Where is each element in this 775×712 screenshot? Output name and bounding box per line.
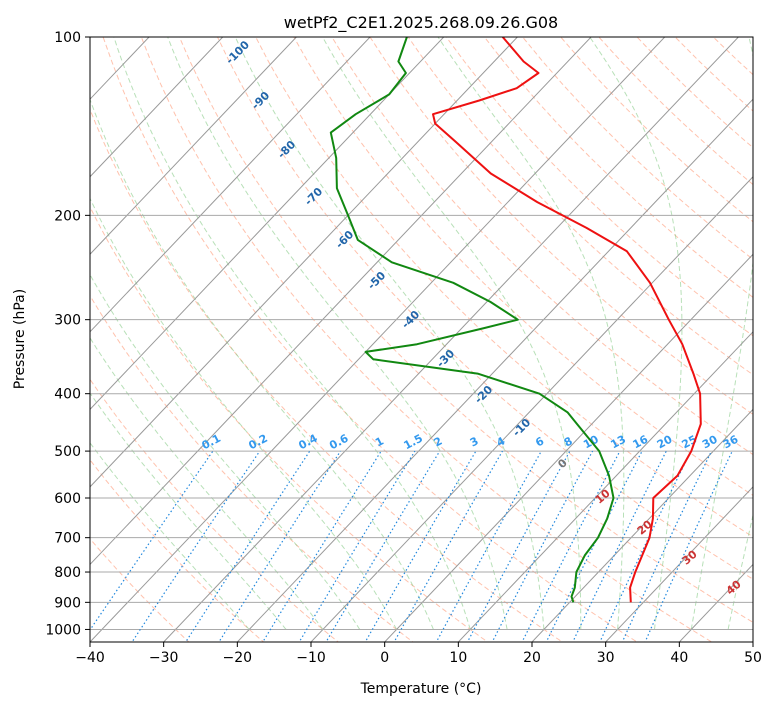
x-tick-label: 40 [670, 650, 688, 666]
y-tick-label: 300 [54, 313, 81, 329]
y-tick-label: 400 [54, 387, 81, 403]
x-tick-label: 0 [380, 650, 389, 666]
x-tick-label: 20 [523, 650, 541, 666]
y-tick-label: 500 [54, 444, 81, 460]
y-tick-label: 900 [54, 595, 81, 611]
x-tick-label: −20 [223, 650, 253, 666]
y-tick-label: 100 [54, 30, 81, 46]
x-tick-label: 10 [449, 650, 467, 666]
y-tick-label: 600 [54, 491, 81, 507]
y-tick-label: 200 [54, 208, 81, 224]
x-tick-label: −10 [296, 650, 326, 666]
x-tick-label: 30 [597, 650, 615, 666]
x-tick-label: −40 [75, 650, 105, 666]
y-tick-label: 1000 [45, 622, 81, 638]
x-tick-label: −30 [149, 650, 179, 666]
y-tick-label: 800 [54, 565, 81, 581]
chart-title: wetPf2_C2E1.2025.268.09.26.G08 [284, 13, 558, 33]
x-tick-label: 50 [744, 650, 762, 666]
y-axis-title: Pressure (hPa) [12, 289, 28, 389]
x-axis-title: Temperature (°C) [360, 681, 482, 697]
y-tick-label: 700 [54, 531, 81, 547]
